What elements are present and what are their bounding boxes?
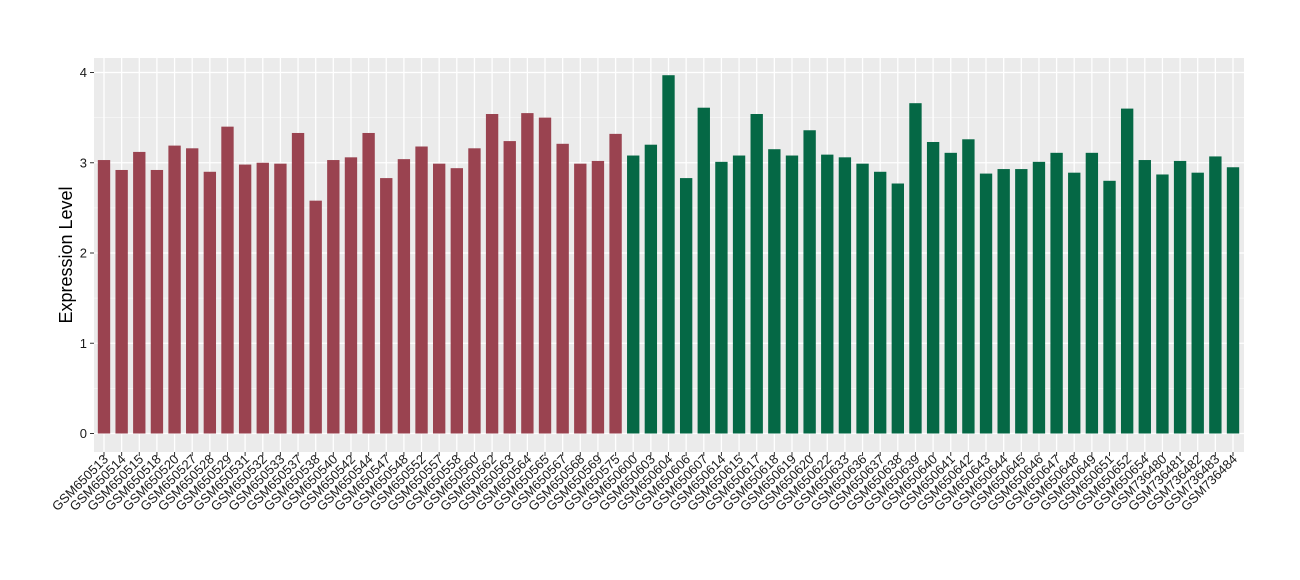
bar-GSM650532 — [256, 162, 269, 434]
bar-GSM650647 — [1050, 152, 1063, 434]
bar-GSM650527 — [186, 148, 199, 434]
bar-GSM736482 — [1191, 172, 1204, 434]
bar-GSM736480 — [1156, 174, 1169, 434]
y-axis: 0 1 2 3 4 — [80, 65, 94, 441]
bar-GSM650617 — [750, 114, 763, 434]
bar-GSM650520 — [168, 145, 181, 434]
bar-GSM650603 — [644, 144, 658, 434]
bar-GSM650515 — [133, 151, 146, 434]
bar-GSM650640 — [926, 141, 940, 434]
bar-GSM650633 — [838, 157, 852, 434]
bar-GSM650560 — [468, 148, 481, 434]
bar-GSM650637 — [874, 171, 887, 434]
bar-GSM650569 — [591, 160, 605, 434]
bar-GSM650645 — [1015, 169, 1028, 434]
bar-GSM650567 — [556, 143, 569, 434]
bar-GSM650614 — [715, 161, 728, 434]
bar-GSM650538 — [309, 200, 322, 434]
bar-GSM650540 — [327, 160, 340, 434]
bar-GSM736484 — [1226, 167, 1240, 434]
bar-GSM650648 — [1068, 172, 1081, 434]
bar-GSM650575 — [609, 133, 622, 434]
bar-GSM650652 — [1120, 108, 1134, 434]
bar-GSM650654 — [1138, 160, 1151, 434]
bar-GSM650622 — [821, 154, 834, 434]
bar-GSM650513 — [97, 160, 111, 434]
bar-GSM650636 — [856, 163, 869, 434]
bar-GSM650615 — [732, 155, 746, 434]
bar-GSM650528 — [203, 171, 217, 434]
bar-GSM650607 — [697, 107, 710, 434]
y-axis-title: Expression Level — [56, 186, 76, 323]
bars — [97, 75, 1240, 434]
bar-GSM650531 — [238, 164, 252, 434]
bar-GSM650564 — [521, 113, 534, 434]
bar-GSM650620 — [803, 130, 816, 434]
bar-GSM650600 — [627, 155, 640, 434]
bar-GSM650529 — [221, 126, 234, 434]
bar-GSM650618 — [768, 149, 781, 434]
bar-GSM650542 — [344, 157, 358, 434]
bar-GSM736483 — [1209, 156, 1222, 434]
bar-GSM650537 — [291, 132, 305, 434]
bar-GSM650606 — [679, 178, 693, 434]
bar-GSM650557 — [433, 163, 446, 434]
bar-GSM650619 — [785, 155, 799, 434]
bar-GSM736481 — [1173, 160, 1187, 434]
bar-GSM650638 — [891, 183, 904, 434]
x-axis: GSM650513GSM650514GSM650515GSM650518GSM6… — [49, 452, 1240, 514]
bar-GSM650547 — [380, 178, 393, 434]
y-tick-label: 3 — [80, 155, 87, 170]
bar-GSM650544 — [362, 132, 375, 434]
bar-GSM650604 — [662, 75, 675, 434]
bar-GSM650565 — [538, 117, 552, 434]
bar-GSM650514 — [115, 169, 128, 434]
bar-GSM650548 — [397, 159, 411, 434]
bar-GSM650646 — [1032, 161, 1046, 434]
bar-GSM650552 — [415, 146, 428, 434]
bar-GSM650558 — [450, 168, 463, 434]
bar-GSM650649 — [1085, 152, 1099, 434]
y-tick-label: 2 — [80, 246, 87, 261]
bar-GSM650518 — [150, 169, 164, 434]
bar-GSM650568 — [574, 163, 587, 434]
bar-GSM650642 — [962, 139, 975, 434]
bar-GSM650641 — [944, 152, 957, 434]
bar-GSM650533 — [274, 163, 287, 434]
bar-GSM650651 — [1103, 180, 1116, 434]
bar-GSM650562 — [485, 114, 499, 434]
bar-GSM650563 — [503, 141, 516, 434]
y-tick-label: 4 — [80, 65, 87, 80]
bar-GSM650644 — [997, 169, 1010, 434]
y-tick-label: 0 — [80, 426, 87, 441]
bar-GSM650643 — [979, 173, 993, 434]
y-tick-label: 1 — [80, 336, 87, 351]
bar-GSM650639 — [909, 103, 922, 434]
